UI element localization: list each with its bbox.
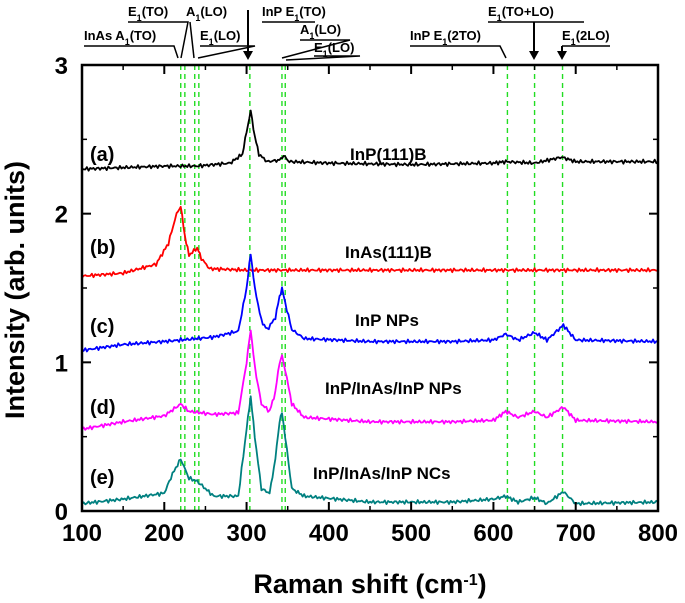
annotation-leader-e1lo [197, 45, 256, 59]
y-tick-label: 2 [55, 202, 68, 229]
trace-d [81, 329, 659, 431]
x-tick-label: 500 [391, 520, 431, 547]
annotation-leader-e1to [128, 21, 189, 59]
y-tick-label: 3 [55, 53, 68, 80]
axis-tick-labels: 100 200 300 400 500 600 700 800 0 1 2 3 [55, 53, 678, 547]
trace-label-e: (e) [90, 467, 114, 489]
trace-a [81, 109, 659, 172]
annotation-leader-a1lo-2 [281, 39, 351, 59]
spectra-traces [81, 109, 659, 507]
peak-annotation-e1lo-2: E1(LO) [314, 40, 354, 59]
annotation-leader-inas-a1to [84, 45, 179, 59]
x-axis-title: Raman shift (cm-1) [253, 569, 486, 599]
annotation-arrowhead-e12lo [557, 51, 567, 60]
trace-label-a: (a) [90, 144, 114, 166]
trace-b [81, 205, 659, 279]
peak-annotation-e1lo: E1(LO) [200, 28, 240, 47]
sample-name-b: InAs(111)B [345, 243, 432, 262]
peak-annotation-inas-a1to: InAs A1(TO) [84, 28, 156, 47]
peak-annotation-a1lo-2: A1(LO) [300, 22, 341, 41]
x-tick-label: 400 [309, 520, 349, 547]
peak-annotation-e1tolo: E1(TO+LO) [488, 4, 554, 23]
trace-labels: (a) InP(111)B (b) InAs(111)B (c) InP NPs (d) In… [90, 144, 462, 489]
x-tick-label: 600 [473, 520, 513, 547]
sample-name-c: InP NPs [355, 311, 419, 330]
annotation-leader-a1lo [189, 21, 195, 59]
sample-name-e: InP/InAs/InP NCs [313, 464, 451, 483]
x-tick-label: 200 [144, 520, 184, 547]
x-tick-label: 800 [638, 520, 678, 547]
axis-ticks [81, 64, 659, 512]
peak-annotation-a1lo: A1(LO) [186, 4, 227, 23]
annotation-arrowhead-inp-e1to [243, 51, 253, 60]
x-tick-label: 300 [227, 520, 267, 547]
annotation-arrowhead-e1tolo [529, 51, 539, 60]
trace-label-b: (b) [90, 237, 116, 259]
trace-c [81, 253, 659, 353]
y-tick-label: 1 [55, 350, 68, 377]
plot-frame [80, 63, 660, 513]
sample-name-d: InP/InAs/InP NPs [325, 379, 462, 398]
peak-annotation-inp-e12to: InP E1(2TO) [410, 28, 481, 47]
sample-name-a: InP(111)B [350, 145, 427, 164]
peak-annotation-inp-e1to: InP E1(TO) [262, 4, 326, 23]
peak-guide-lines [180, 65, 564, 511]
peak-annotation-e1to: E1(TO) [128, 4, 168, 23]
annotation-leader-e1lo-2 [285, 55, 361, 61]
y-axis-title: Intensity (arb. units) [0, 161, 30, 419]
peak-annotations: InAs A1(TO)E1(TO) A1(LO)E1(LO)InP E1(TO)A… [84, 4, 610, 61]
trace-label-d: (d) [90, 397, 116, 419]
x-tick-label: 700 [556, 520, 596, 547]
peak-annotation-e12lo: E1(2LO) [562, 28, 610, 47]
trace-label-c: (c) [90, 316, 114, 338]
y-tick-label: 0 [55, 499, 68, 526]
x-tick-label: 100 [62, 520, 102, 547]
trace-e [81, 395, 659, 507]
annotation-leader-inp-e12to [410, 45, 507, 59]
